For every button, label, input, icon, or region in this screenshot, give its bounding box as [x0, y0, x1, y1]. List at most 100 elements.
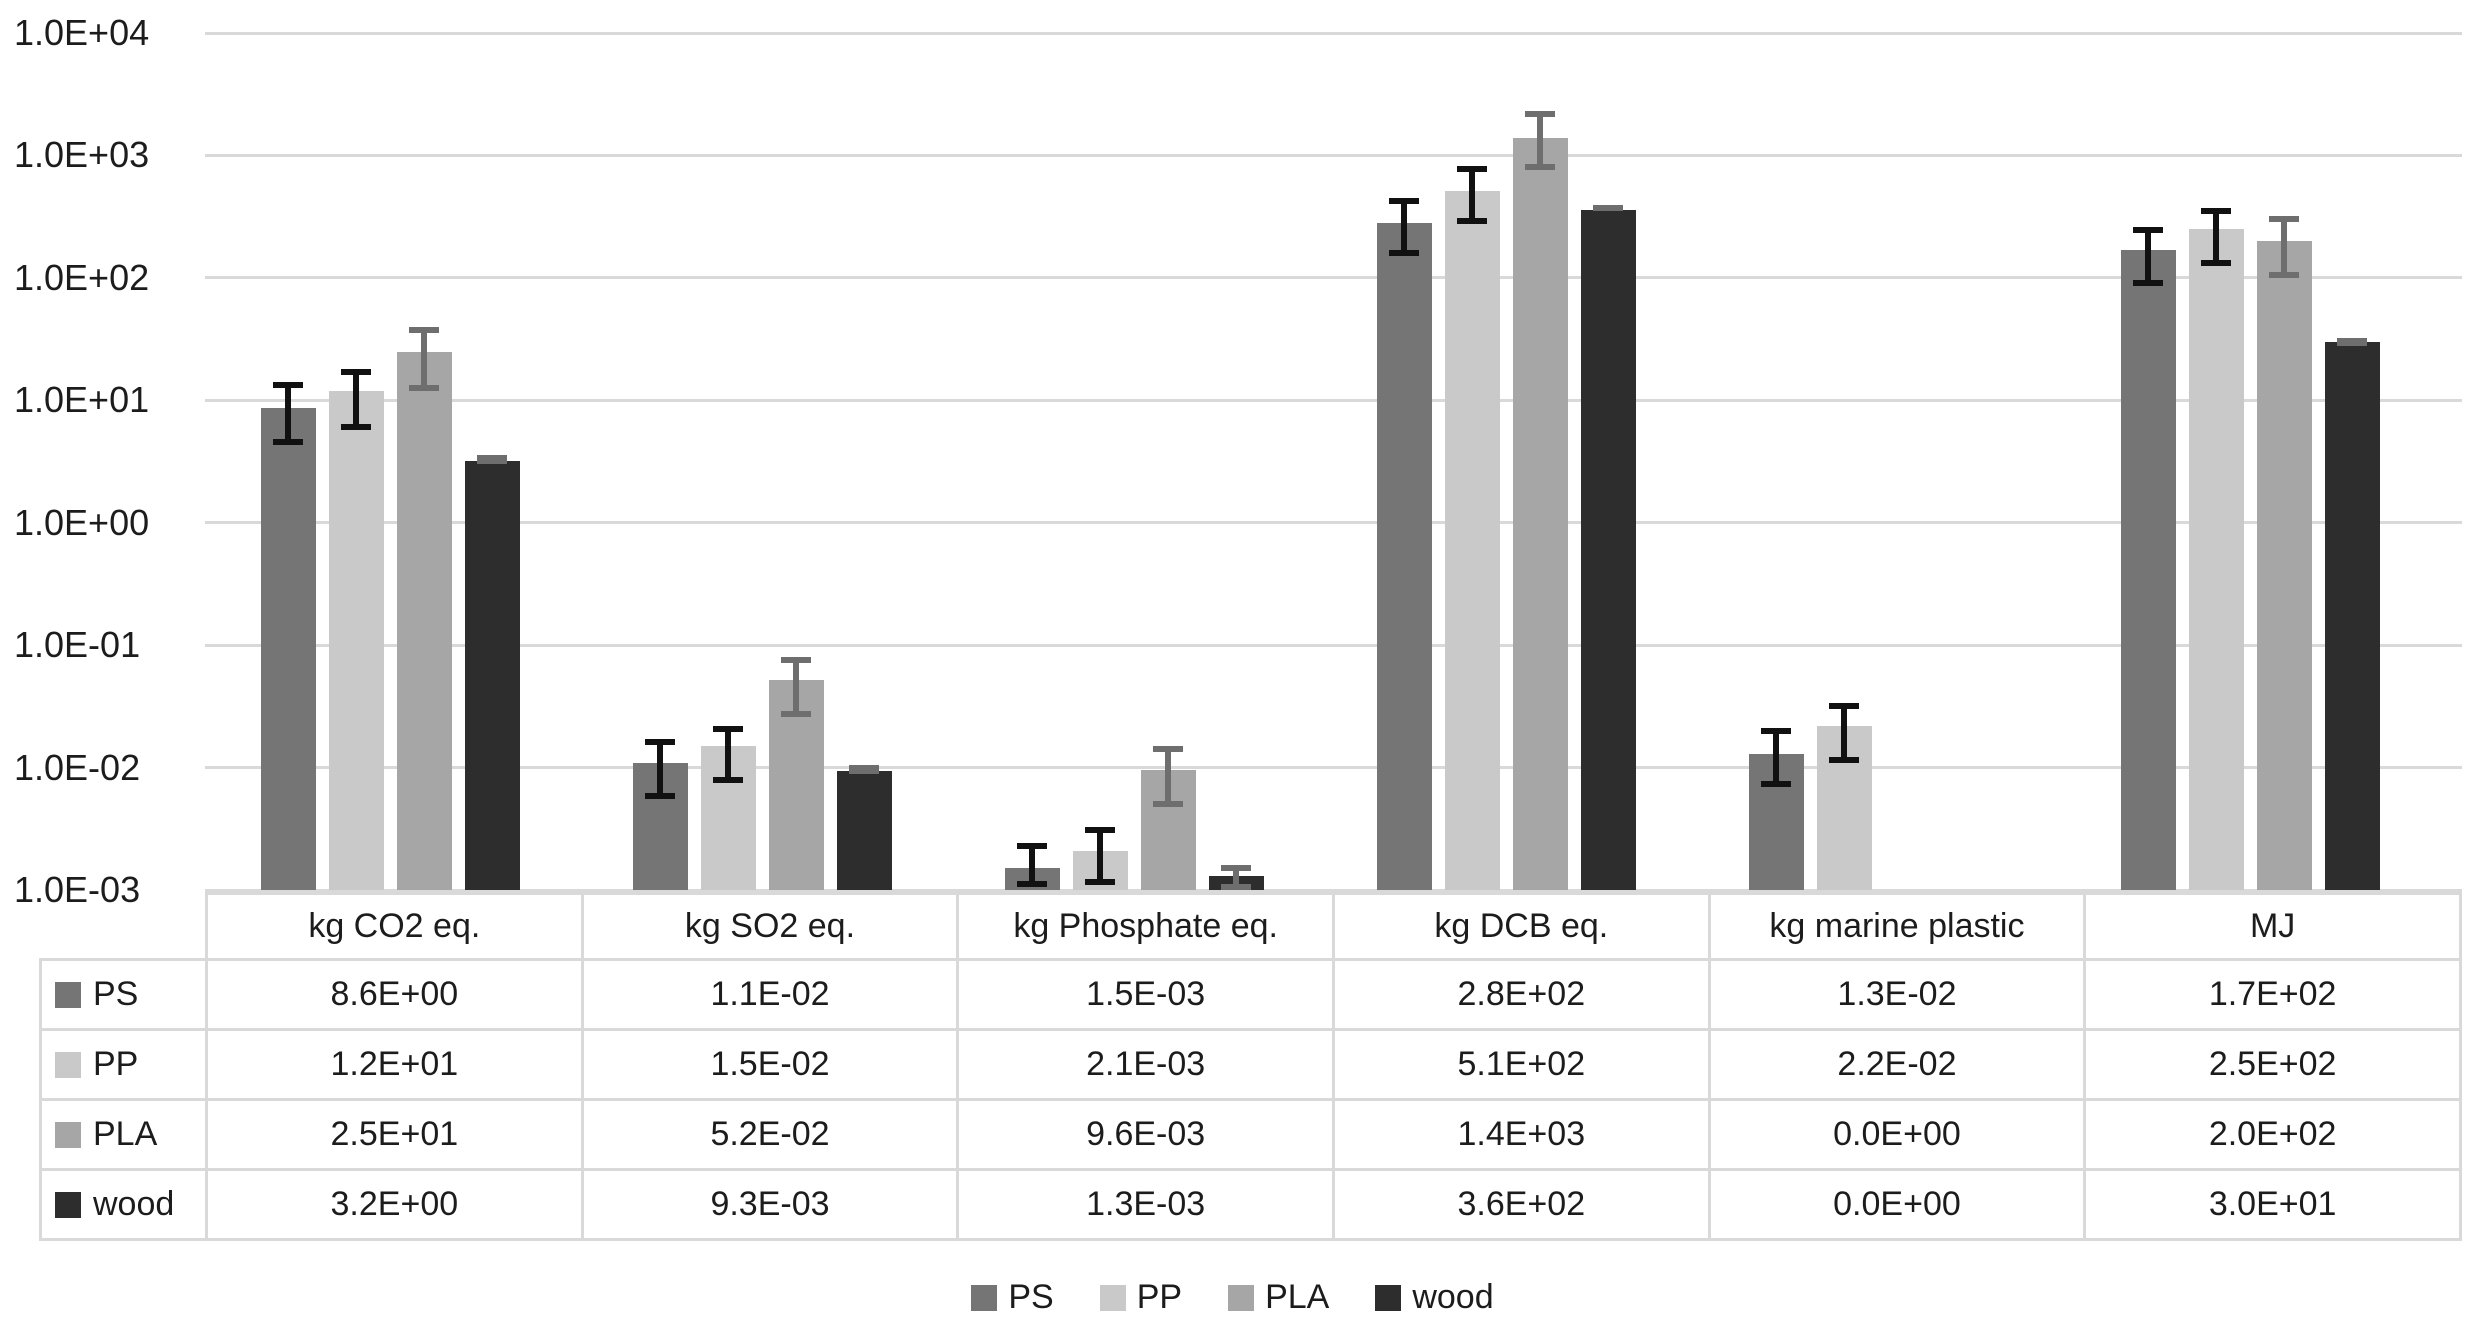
series-swatch — [55, 1051, 81, 1078]
table-row: PP 1.2E+01 1.5E-02 2.1E-03 5.1E+02 2.2E-02 2.5… — [39, 1028, 2462, 1101]
legend-label: PP — [1136, 1278, 1183, 1316]
legend-item-pla: PLA — [1228, 1278, 1329, 1317]
bar-pp — [328, 390, 384, 890]
error-bar — [1017, 843, 1047, 888]
error-bar — [1593, 204, 1623, 212]
error-bar — [1525, 111, 1555, 171]
legend-label: PS — [1008, 1278, 1054, 1316]
error-bar-part — [1841, 702, 1847, 763]
error-bar-part — [1605, 204, 1611, 212]
gridline — [205, 521, 2462, 525]
error-bar-part — [725, 725, 731, 783]
bar-pp — [2188, 229, 2244, 890]
table-value-cell: 1.1E-02 — [580, 958, 960, 1031]
table-value-cell: 2.2E-02 — [1707, 1028, 2087, 1101]
bar-wood — [2324, 341, 2380, 890]
error-bar-part — [2213, 208, 2219, 266]
legend-item-ps: PS — [971, 1278, 1054, 1317]
y-tick-label: 1.0E-03 — [14, 869, 141, 910]
table-row: PLA 2.5E+01 5.2E-02 9.6E-03 1.4E+03 0.0E+00 2.… — [39, 1098, 2462, 1171]
series-swatch — [55, 981, 81, 1008]
table-row: wood 3.2E+00 9.3E-03 1.3E-03 3.6E+02 0.0E+00 3… — [39, 1168, 2462, 1241]
error-bar — [341, 369, 371, 431]
table-header-cell: kg marine plastic — [1707, 892, 2087, 961]
series-name: PLA — [93, 1115, 158, 1153]
error-bar — [2269, 216, 2299, 278]
error-bar — [713, 725, 743, 783]
row-label-cell: PP — [39, 1028, 208, 1101]
row-label-cell: PLA — [39, 1098, 208, 1171]
table-value-cell: 2.1E-03 — [956, 1028, 1335, 1101]
bar-wood — [836, 771, 892, 890]
table-value-cell: 9.6E-03 — [956, 1098, 1335, 1171]
table-value-cell: 0.0E+00 — [1707, 1098, 2087, 1171]
gridline — [205, 643, 2462, 647]
error-bar — [1829, 702, 1859, 763]
gridline — [205, 276, 2462, 280]
legend-item-pp: PP — [1099, 1278, 1183, 1317]
table-header-cell: kg DCB eq. — [1331, 892, 1711, 961]
bar-pla — [396, 351, 452, 890]
error-bar-part — [657, 739, 663, 800]
error-bar — [1457, 165, 1487, 225]
error-bar — [409, 326, 439, 391]
y-tick-label: 1.0E-02 — [14, 746, 141, 788]
table-value-cell: 1.7E+02 — [2083, 958, 2462, 1031]
gridline — [205, 153, 2462, 157]
table-value-cell: 3.6E+02 — [1331, 1168, 1711, 1241]
error-bar — [2337, 338, 2367, 346]
table-value-cell: 1.2E+01 — [205, 1028, 584, 1101]
bar-ps — [2120, 249, 2176, 890]
error-bar — [849, 764, 879, 775]
error-bar — [1389, 197, 1419, 257]
error-bar-part — [1233, 865, 1239, 890]
bar-wood — [1580, 209, 1636, 890]
bar-ps — [260, 408, 316, 890]
series-name: PP — [93, 1045, 139, 1083]
table-header-cell: kg SO2 eq. — [580, 892, 960, 961]
error-bar-part — [1537, 111, 1543, 171]
table-value-cell: 2.0E+02 — [2083, 1098, 2462, 1171]
gridline — [205, 31, 2462, 35]
legend-label: PLA — [1265, 1278, 1330, 1316]
error-bar — [2201, 208, 2231, 266]
legend: PS PP PLA wood — [0, 1278, 2465, 1317]
legend-swatch — [971, 1284, 998, 1311]
error-bar-part — [1165, 746, 1171, 807]
table-value-cell: 1.4E+03 — [1331, 1098, 1711, 1171]
error-bar — [1221, 865, 1251, 890]
error-bar-part — [285, 382, 291, 446]
table-value-cell: 2.5E+02 — [2083, 1028, 2462, 1101]
series-name: PS — [93, 975, 139, 1013]
error-bar-part — [861, 764, 867, 775]
error-bar-part — [1029, 843, 1035, 888]
error-bar-part — [2145, 227, 2151, 287]
table-value-cell: 0.0E+00 — [1707, 1168, 2087, 1241]
error-bar — [645, 739, 675, 800]
table-header-cell: MJ — [2083, 892, 2462, 961]
table-corner-cell — [41, 894, 207, 960]
error-bar — [1153, 746, 1183, 807]
table-value-cell: 3.2E+00 — [205, 1168, 584, 1241]
error-bar — [2133, 227, 2163, 287]
error-bar-part — [421, 326, 427, 391]
y-tick-label: 1.0E+02 — [14, 256, 150, 298]
error-bar-part — [2349, 338, 2355, 346]
table-value-cell: 9.3E-03 — [580, 1168, 960, 1241]
error-bar-part — [2281, 216, 2287, 278]
bar-wood — [464, 460, 520, 890]
y-tick-label: 1.0E+01 — [14, 379, 150, 421]
error-bar — [781, 657, 811, 717]
data-table: kg CO2 eq. kg SO2 eq. kg Phosphate eq. kg D… — [39, 892, 2462, 1241]
legend-swatch — [1099, 1284, 1126, 1311]
table-value-cell: 5.1E+02 — [1331, 1028, 1711, 1101]
bar-pla — [1512, 137, 1568, 890]
row-label-cell: PS — [39, 958, 208, 1031]
series-swatch — [55, 1121, 81, 1148]
gridline — [205, 888, 2462, 892]
y-tick-label: 1.0E+00 — [14, 501, 150, 543]
error-bar — [1085, 826, 1115, 885]
error-bar-part — [1773, 728, 1779, 787]
y-tick-label: 1.0E+03 — [14, 134, 150, 176]
